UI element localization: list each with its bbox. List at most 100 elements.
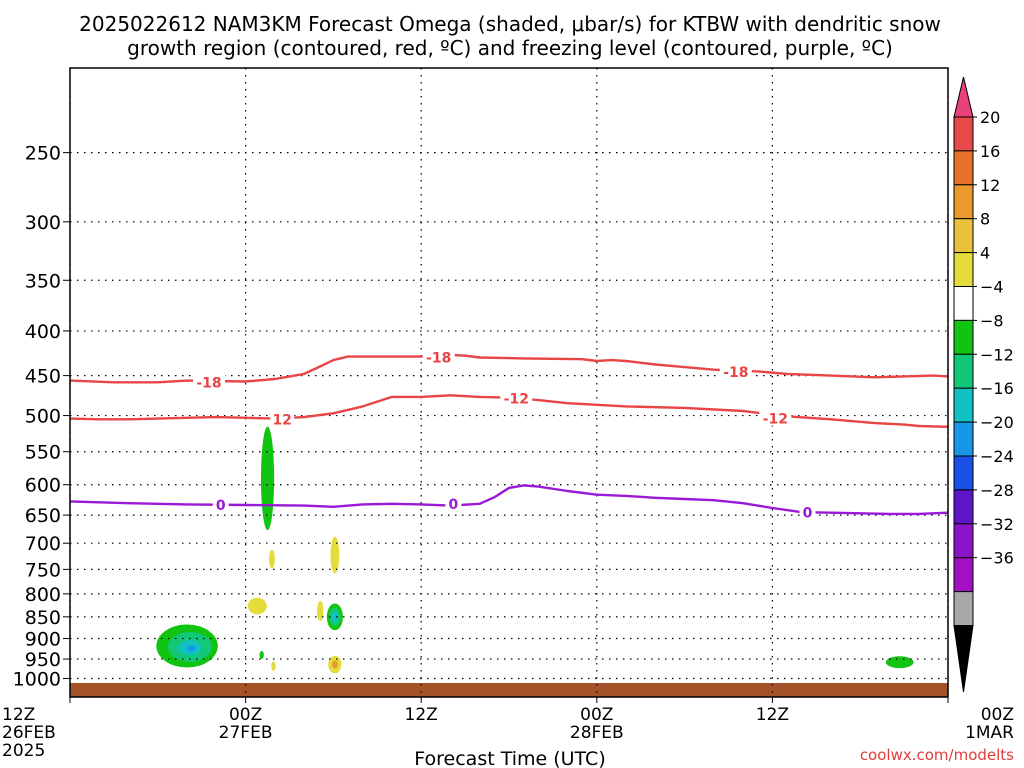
colorbar-label: −20 bbox=[980, 413, 1014, 432]
y-tick-label: 400 bbox=[25, 321, 61, 343]
colorbar-segment bbox=[953, 150, 974, 186]
contour-label-bg bbox=[759, 409, 792, 426]
contour-label: -18 bbox=[426, 350, 451, 366]
colorbar-bottom-arrow bbox=[953, 625, 974, 693]
credit-text: coolwx.com/modelts bbox=[860, 746, 1014, 764]
contour-line bbox=[69, 484, 949, 516]
x-tick-label: 12Z bbox=[756, 705, 789, 725]
y-tick-label: 950 bbox=[25, 649, 61, 671]
colorbar-label: −8 bbox=[980, 311, 1004, 330]
contour-label-bg bbox=[500, 389, 533, 406]
colorbar-segment bbox=[953, 455, 974, 491]
colorbar-segment bbox=[953, 184, 974, 220]
y-tick-label: 750 bbox=[25, 559, 61, 581]
y-tick-label: 600 bbox=[25, 475, 61, 497]
y-tick-label: 800 bbox=[25, 584, 61, 606]
colorbar-label: 20 bbox=[980, 108, 1000, 127]
contour-label: 0 bbox=[449, 497, 459, 513]
colorbar-top-arrow bbox=[953, 76, 974, 118]
y-tick-label: 450 bbox=[25, 366, 61, 388]
x-tick-label: 2025 bbox=[2, 741, 45, 761]
contour-label-bg bbox=[719, 363, 752, 380]
y-tick-label: 850 bbox=[25, 607, 61, 629]
contour-label: -18 bbox=[196, 375, 221, 391]
y-axis: 2503003504004505005506006507007508008509… bbox=[13, 143, 70, 690]
y-tick-label: 500 bbox=[25, 406, 61, 428]
x-tick-label: 00Z bbox=[229, 705, 262, 725]
omega-region bbox=[247, 597, 267, 615]
omega-region bbox=[885, 656, 914, 669]
colorbar-segment bbox=[953, 523, 974, 559]
colorbar-segment bbox=[953, 489, 974, 525]
contour-label: 0 bbox=[216, 498, 226, 514]
colorbar-segment bbox=[953, 387, 974, 423]
x-tick-label: 00Z bbox=[981, 705, 1014, 725]
colorbar-segment bbox=[953, 218, 974, 254]
ground-surface-band bbox=[70, 683, 948, 697]
contour-label: -12 bbox=[504, 391, 529, 407]
chart-title-line2: growth region (contoured, red, ºC) and f… bbox=[127, 36, 893, 60]
contour-label-bg bbox=[445, 494, 462, 511]
colorbar-label: −16 bbox=[980, 379, 1014, 398]
omega-region bbox=[271, 661, 276, 671]
colorbar-segment bbox=[953, 252, 974, 288]
colorbar-segment bbox=[953, 421, 974, 457]
contour-label: 0 bbox=[803, 506, 813, 522]
contour-label-bg bbox=[422, 348, 455, 365]
colorbar-segment bbox=[953, 591, 974, 626]
contour-layer: -18 -18 -18 12 -12 -12 0 0 0 bbox=[69, 348, 949, 522]
colorbar-label: −4 bbox=[980, 278, 1004, 297]
colorbar-label: 12 bbox=[980, 176, 1000, 195]
contour-label: -18 bbox=[723, 365, 748, 381]
colorbar-label: 16 bbox=[980, 142, 1000, 161]
y-tick-label: 550 bbox=[25, 442, 61, 464]
chart-title-line1: 2025022612 NAM3KM Forecast Omega (shaded… bbox=[79, 12, 941, 36]
plot-area: -18 -18 -18 12 -12 -12 0 0 0 bbox=[69, 67, 949, 698]
y-tick-label: 250 bbox=[25, 143, 61, 165]
contour-label-bg bbox=[212, 496, 229, 513]
y-tick-label: 650 bbox=[25, 505, 61, 527]
x-tick-label: 1MAR bbox=[965, 723, 1014, 743]
omega-region bbox=[187, 645, 196, 652]
x-tick-label: 27FEB bbox=[219, 723, 273, 743]
plot-frame bbox=[69, 67, 949, 698]
colorbar-label: 8 bbox=[980, 210, 990, 229]
contour-label-bg bbox=[270, 410, 295, 427]
colorbar-segment bbox=[953, 319, 974, 355]
colorbar-label: 4 bbox=[980, 244, 990, 263]
omega-region bbox=[260, 426, 275, 531]
colorbar-segment bbox=[953, 353, 974, 389]
contour-line bbox=[69, 353, 949, 384]
contour-label-bg bbox=[193, 373, 226, 390]
y-tick-label: 350 bbox=[25, 270, 61, 292]
colorbar-label: −24 bbox=[980, 447, 1014, 466]
omega-region bbox=[331, 611, 339, 623]
y-tick-label: 700 bbox=[25, 533, 61, 555]
colorbar-label: −36 bbox=[980, 549, 1014, 568]
colorbar-label: −28 bbox=[980, 481, 1014, 500]
x-axis-label: Forecast Time (UTC) bbox=[414, 748, 605, 768]
omega-region bbox=[317, 601, 324, 621]
omega-region bbox=[269, 549, 275, 569]
x-tick-label: 12Z bbox=[2, 705, 35, 725]
colorbar-segment bbox=[953, 557, 974, 593]
y-tick-label: 300 bbox=[25, 212, 61, 234]
x-tick-label: 00Z bbox=[580, 705, 613, 725]
colorbar: 20 16 12 8 4 −4 −8 −12 −16 −20 −24 −28 −32 −36 bbox=[953, 76, 1014, 693]
y-tick-label: 1000 bbox=[13, 668, 61, 690]
omega-region bbox=[259, 650, 264, 660]
contour-label: 12 bbox=[272, 412, 291, 428]
x-tick-label: 12Z bbox=[405, 705, 438, 725]
contour-label-bg bbox=[799, 503, 816, 520]
colorbar-label: −32 bbox=[980, 515, 1014, 534]
colorbar-segment bbox=[953, 116, 974, 152]
omega-region bbox=[330, 536, 340, 574]
colorbar-label: −12 bbox=[980, 345, 1014, 364]
contour-label: -12 bbox=[763, 412, 788, 428]
contour-line bbox=[69, 394, 949, 428]
y-tick-label: 900 bbox=[25, 629, 61, 651]
colorbar-segment bbox=[953, 286, 974, 321]
omega-region bbox=[331, 660, 338, 669]
